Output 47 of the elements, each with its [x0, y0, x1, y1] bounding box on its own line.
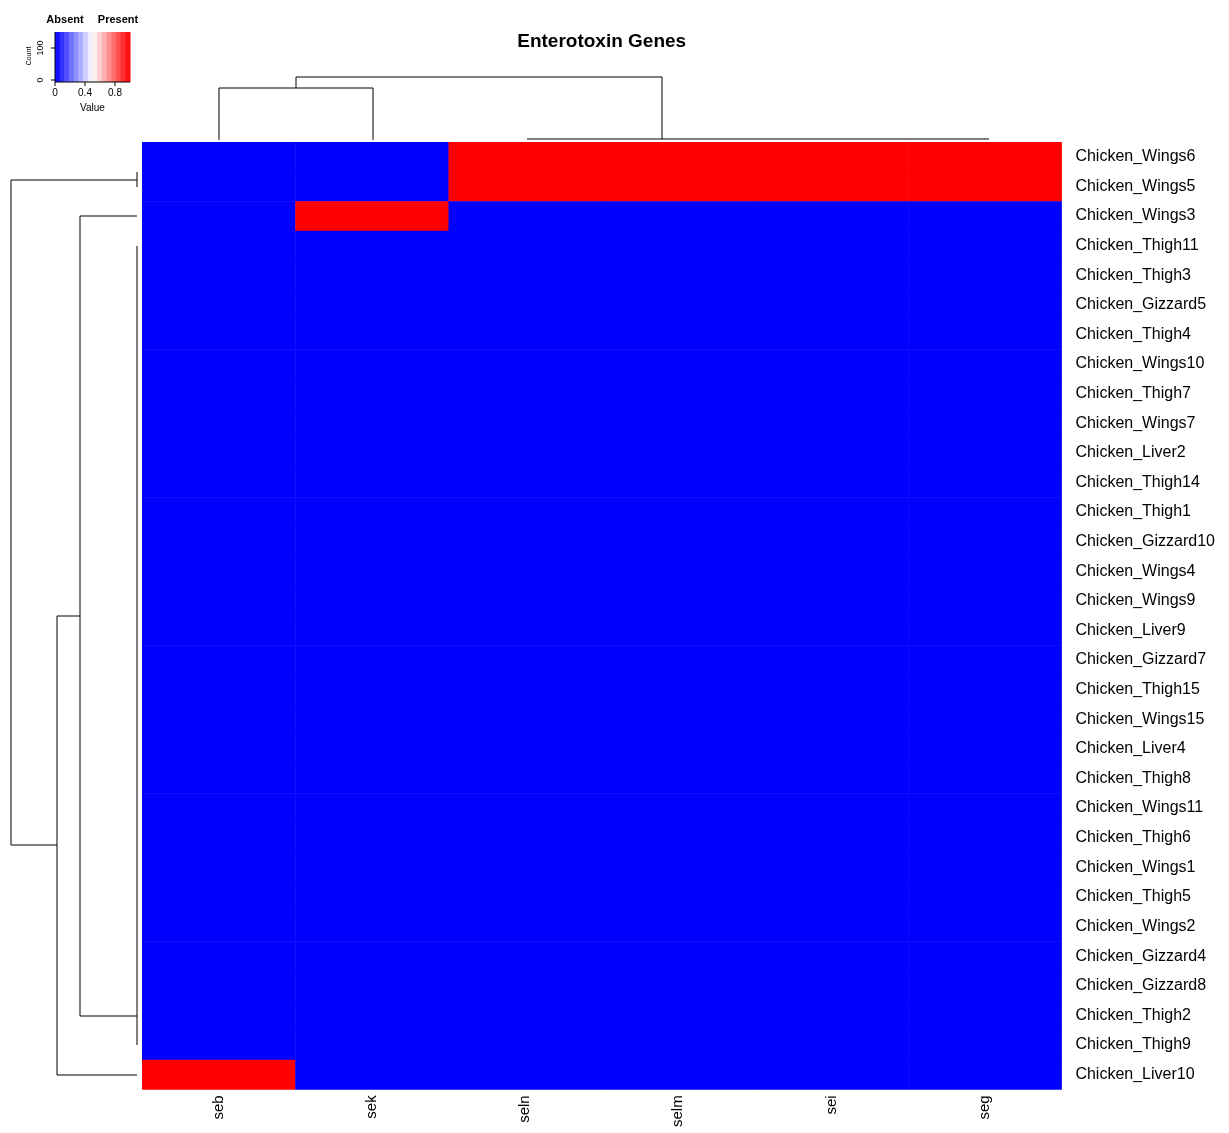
y-tick-label: Chicken_Wings15	[1075, 709, 1205, 728]
y-tick-label: Chicken_Thigh2	[1075, 1005, 1192, 1024]
y-tick-label: Chicken_Thigh11	[1075, 236, 1199, 255]
y-tick-label: Chicken_Gizzard5	[1075, 295, 1207, 314]
y-tick-label: Chicken_Thigh8	[1075, 768, 1192, 787]
x-tick-label: selm	[668, 1095, 686, 1127]
y-tick-label: Chicken_Wings2	[1075, 916, 1196, 935]
y-tick-label: Chicken_Thigh14	[1075, 472, 1200, 491]
x-tick-label: seb	[208, 1095, 226, 1120]
x-tick-label: seg	[974, 1095, 992, 1120]
y-tick-label: Chicken_Thigh15	[1075, 680, 1200, 699]
y-tick-label: Chicken_Thigh4	[1075, 324, 1192, 343]
y-tick-label: Chicken_Thigh3	[1075, 265, 1192, 284]
y-tick-label: Chicken_Wings4	[1075, 561, 1196, 580]
y-tick-label: Chicken_Thigh9	[1075, 1035, 1192, 1054]
y-tick-label: Chicken_Liver9	[1075, 620, 1186, 639]
x-tick-label: sei	[821, 1095, 839, 1115]
y-tick-label: Chicken_Gizzard8	[1075, 976, 1207, 995]
y-tick-label: Chicken_Liver2	[1075, 443, 1186, 462]
y-tick-label: Chicken_Thigh5	[1075, 887, 1192, 906]
y-tick-label: Chicken_Wings11	[1075, 798, 1204, 817]
color-bar-label: 0	[52, 86, 59, 98]
y-tick-label: Chicken_Wings5	[1075, 176, 1196, 195]
y-tick-label: Chicken_Gizzard4	[1075, 946, 1207, 965]
y-tick-label: Chicken_Wings7	[1075, 413, 1196, 432]
text: Absent	[46, 13, 84, 26]
chart-title: Enterotoxin Genes	[517, 30, 687, 52]
y-tick-label: Chicken_Wings3	[1075, 206, 1196, 225]
x-tick-label: seln	[515, 1095, 533, 1123]
y-tick-label: Chicken_Thigh1	[1075, 502, 1192, 521]
text: Present	[97, 13, 139, 26]
y-tick-label: Chicken_Gizzard7	[1075, 650, 1207, 669]
text: 0	[35, 77, 46, 83]
x-tick-label: sek	[361, 1094, 379, 1119]
y-tick-label: Chicken_Thigh7	[1075, 384, 1192, 403]
y-tick-label: Chicken_Wings1	[1075, 857, 1196, 876]
y-tick-label: Chicken_Liver10	[1075, 1064, 1195, 1083]
color-bar-label: 0.4	[78, 86, 93, 98]
y-tick-label: Chicken_Gizzard10	[1075, 532, 1216, 551]
y-tick-label: Chicken_Liver4	[1075, 739, 1186, 758]
y-tick-label: Chicken_Wings6	[1075, 147, 1196, 166]
color-bar-title: Value	[80, 101, 106, 113]
y-tick-label: Chicken_Thigh6	[1075, 828, 1192, 847]
y-tick-label: Chicken_Wings10	[1075, 354, 1205, 373]
y-tick-label: Chicken_Wings9	[1075, 591, 1196, 610]
color-bar-label: 0.8	[108, 86, 123, 98]
text: 100	[35, 40, 46, 56]
